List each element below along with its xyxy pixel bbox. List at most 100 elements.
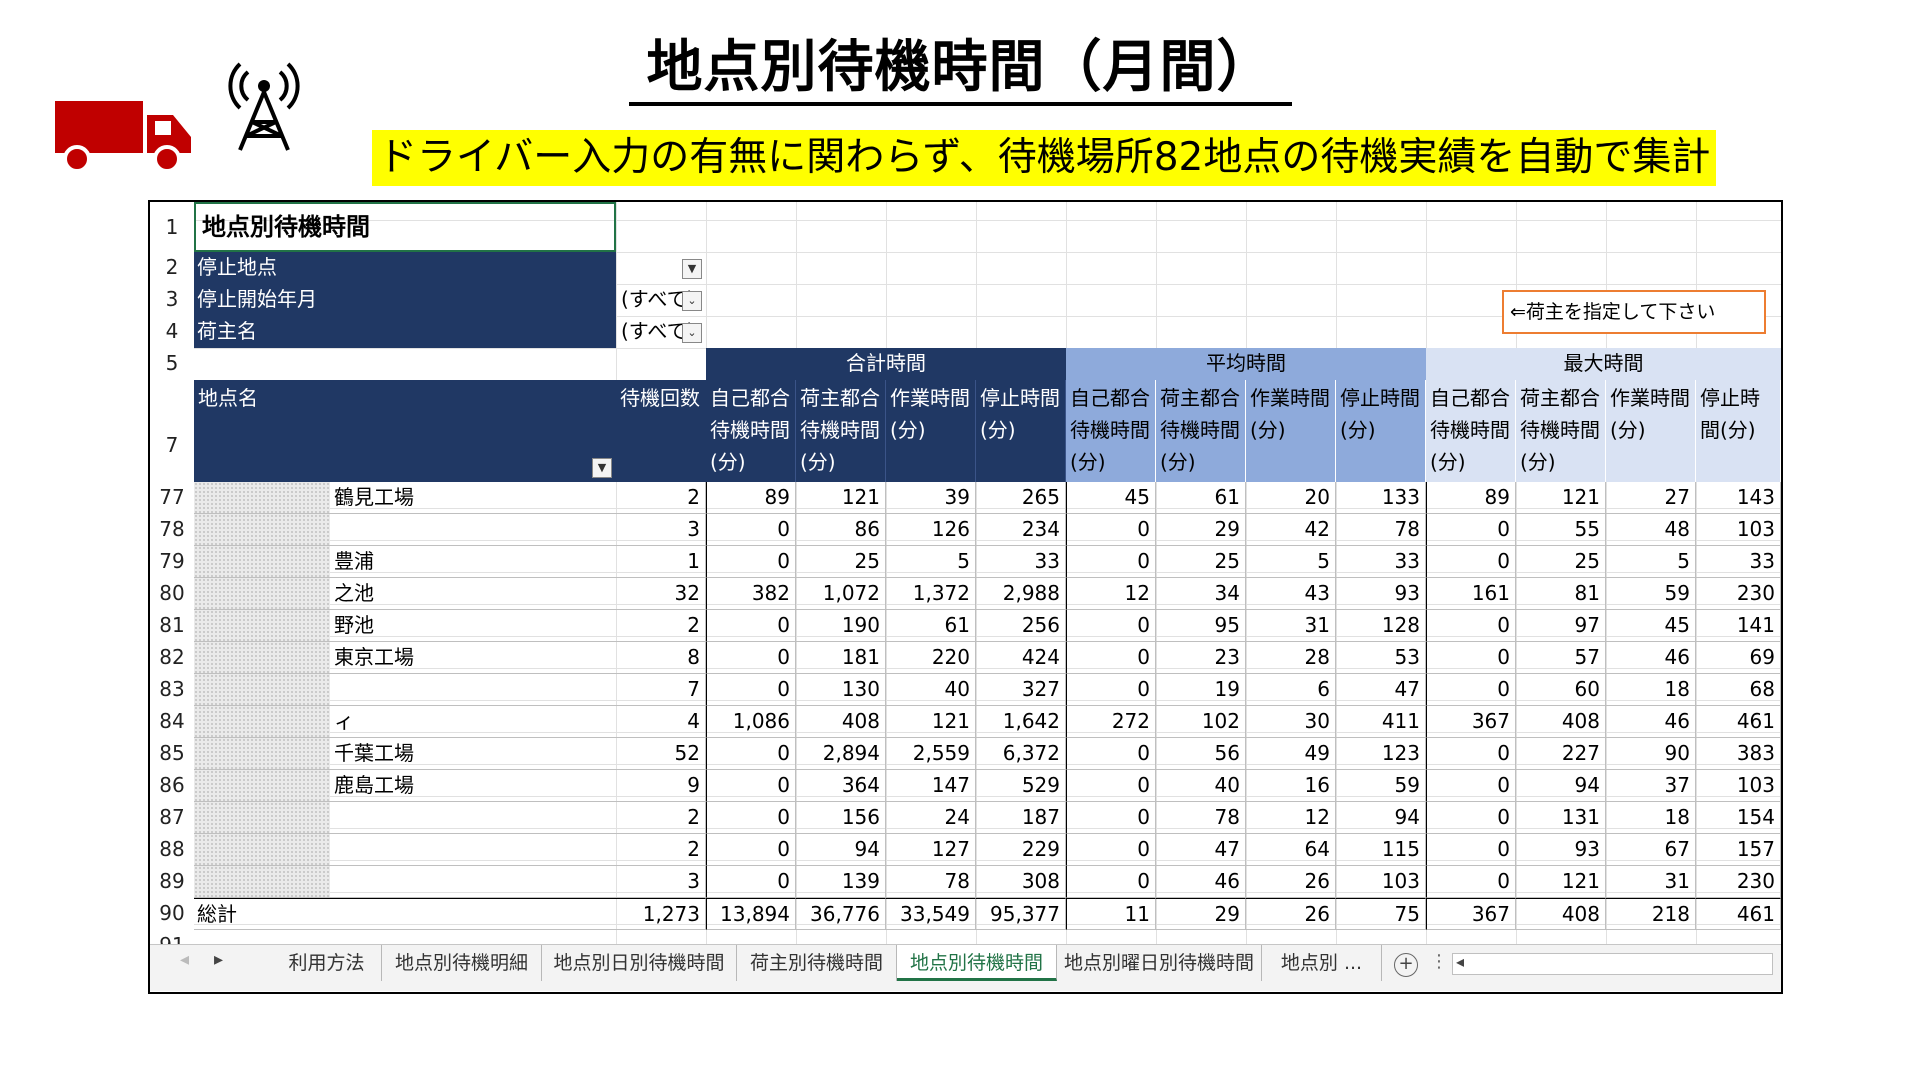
data-cell[interactable]: 2 bbox=[616, 802, 706, 834]
data-cell[interactable]: 102 bbox=[1156, 706, 1246, 738]
data-cell[interactable]: 93 bbox=[1516, 834, 1606, 866]
data-cell[interactable]: 30 bbox=[1246, 706, 1336, 738]
data-cell[interactable]: 46 bbox=[1156, 866, 1246, 898]
data-cell[interactable]: 0 bbox=[1066, 642, 1156, 674]
data-cell[interactable]: 89 bbox=[1426, 482, 1516, 514]
data-cell[interactable]: 128 bbox=[1336, 610, 1426, 642]
data-cell[interactable]: 29 bbox=[1156, 514, 1246, 546]
data-cell[interactable]: 220 bbox=[886, 642, 976, 674]
data-cell[interactable]: 26 bbox=[1246, 866, 1336, 898]
location-name-cell[interactable] bbox=[194, 802, 616, 834]
prev-sheet-arrow-icon[interactable]: ◂ bbox=[180, 949, 190, 970]
data-cell[interactable]: 6,372 bbox=[976, 738, 1066, 770]
data-cell[interactable]: 157 bbox=[1696, 834, 1781, 866]
data-cell[interactable]: 46 bbox=[1606, 642, 1696, 674]
data-cell[interactable]: 78 bbox=[1156, 802, 1246, 834]
data-cell[interactable]: 46 bbox=[1606, 706, 1696, 738]
data-cell[interactable]: 0 bbox=[706, 546, 796, 578]
sheet-tab[interactable]: 利用方法 bbox=[272, 945, 382, 981]
data-cell[interactable]: 25 bbox=[1156, 546, 1246, 578]
total-value-cell[interactable]: 367 bbox=[1426, 898, 1516, 930]
data-cell[interactable]: 139 bbox=[796, 866, 886, 898]
data-cell[interactable]: 127 bbox=[886, 834, 976, 866]
sheet-title-cell[interactable]: 地点別待機時間 bbox=[194, 202, 616, 252]
data-cell[interactable]: 95 bbox=[1156, 610, 1246, 642]
data-cell[interactable]: 1,372 bbox=[886, 578, 976, 610]
data-cell[interactable]: 529 bbox=[976, 770, 1066, 802]
data-cell[interactable]: 133 bbox=[1336, 482, 1426, 514]
sheet-tab[interactable]: 地点別待機明細 bbox=[382, 945, 542, 981]
data-cell[interactable]: 0 bbox=[1066, 674, 1156, 706]
data-cell[interactable]: 48 bbox=[1606, 514, 1696, 546]
data-cell[interactable]: 130 bbox=[796, 674, 886, 706]
data-cell[interactable]: 0 bbox=[1426, 738, 1516, 770]
total-value-cell[interactable]: 29 bbox=[1156, 898, 1246, 930]
data-cell[interactable]: 37 bbox=[1606, 770, 1696, 802]
data-cell[interactable]: 103 bbox=[1336, 866, 1426, 898]
data-cell[interactable]: 78 bbox=[886, 866, 976, 898]
total-value-cell[interactable]: 26 bbox=[1246, 898, 1336, 930]
dropdown-icon[interactable]: ⌄ bbox=[682, 291, 702, 311]
data-cell[interactable]: 19 bbox=[1156, 674, 1246, 706]
grand-total-label[interactable]: 総計 bbox=[194, 898, 616, 930]
total-value-cell[interactable]: 218 bbox=[1606, 898, 1696, 930]
data-cell[interactable]: 2,894 bbox=[796, 738, 886, 770]
data-cell[interactable]: 4 bbox=[616, 706, 706, 738]
horizontal-scrollbar[interactable]: ◂ bbox=[1452, 952, 1773, 975]
data-cell[interactable]: 27 bbox=[1606, 482, 1696, 514]
data-cell[interactable]: 161 bbox=[1426, 578, 1516, 610]
total-value-cell[interactable]: 1,273 bbox=[616, 898, 706, 930]
data-cell[interactable]: 68 bbox=[1696, 674, 1781, 706]
filter-icon[interactable]: ▼ bbox=[682, 259, 702, 279]
data-cell[interactable]: 40 bbox=[1156, 770, 1246, 802]
data-cell[interactable]: 67 bbox=[1606, 834, 1696, 866]
data-cell[interactable]: 0 bbox=[706, 738, 796, 770]
data-cell[interactable]: 94 bbox=[1516, 770, 1606, 802]
data-cell[interactable]: 42 bbox=[1246, 514, 1336, 546]
data-cell[interactable]: 131 bbox=[1516, 802, 1606, 834]
location-name-cell[interactable]: ィ bbox=[194, 706, 616, 738]
data-cell[interactable]: 33 bbox=[976, 546, 1066, 578]
location-name-cell[interactable]: 千葉工場 bbox=[194, 738, 616, 770]
data-cell[interactable]: 0 bbox=[1426, 610, 1516, 642]
location-name-cell[interactable]: 東京工場 bbox=[194, 642, 616, 674]
sheet-tab[interactable]: 地点別日別待機時間 bbox=[542, 945, 737, 981]
data-cell[interactable]: 230 bbox=[1696, 578, 1781, 610]
data-cell[interactable]: 0 bbox=[1426, 514, 1516, 546]
data-cell[interactable]: 121 bbox=[796, 482, 886, 514]
data-cell[interactable]: 20 bbox=[1246, 482, 1336, 514]
location-name-cell[interactable] bbox=[194, 514, 616, 546]
data-cell[interactable]: 408 bbox=[1516, 706, 1606, 738]
data-cell[interactable]: 8 bbox=[616, 642, 706, 674]
data-cell[interactable]: 121 bbox=[886, 706, 976, 738]
data-cell[interactable]: 45 bbox=[1606, 610, 1696, 642]
data-cell[interactable]: 0 bbox=[1066, 738, 1156, 770]
data-cell[interactable]: 5 bbox=[1246, 546, 1336, 578]
location-name-cell[interactable]: 豊浦 bbox=[194, 546, 616, 578]
data-cell[interactable]: 61 bbox=[1156, 482, 1246, 514]
data-cell[interactable]: 6 bbox=[1246, 674, 1336, 706]
data-cell[interactable]: 461 bbox=[1696, 706, 1781, 738]
data-cell[interactable]: 0 bbox=[1066, 546, 1156, 578]
data-cell[interactable]: 64 bbox=[1246, 834, 1336, 866]
data-cell[interactable]: 3 bbox=[616, 514, 706, 546]
data-cell[interactable]: 93 bbox=[1336, 578, 1426, 610]
data-cell[interactable]: 230 bbox=[1696, 866, 1781, 898]
total-value-cell[interactable]: 95,377 bbox=[976, 898, 1066, 930]
location-name-cell[interactable] bbox=[194, 866, 616, 898]
data-cell[interactable]: 52 bbox=[616, 738, 706, 770]
location-name-cell[interactable]: 之池 bbox=[194, 578, 616, 610]
data-cell[interactable]: 141 bbox=[1696, 610, 1781, 642]
location-name-cell[interactable] bbox=[194, 674, 616, 706]
data-cell[interactable]: 55 bbox=[1516, 514, 1606, 546]
data-cell[interactable]: 2,559 bbox=[886, 738, 976, 770]
data-cell[interactable]: 0 bbox=[1426, 770, 1516, 802]
data-cell[interactable]: 0 bbox=[1426, 866, 1516, 898]
sheet-tab[interactable]: 地点別待機時間 bbox=[897, 945, 1057, 981]
location-name-cell[interactable]: 鶴見工場 bbox=[194, 482, 616, 514]
data-cell[interactable]: 2,988 bbox=[976, 578, 1066, 610]
data-cell[interactable]: 5 bbox=[886, 546, 976, 578]
data-cell[interactable]: 256 bbox=[976, 610, 1066, 642]
data-cell[interactable]: 0 bbox=[1066, 514, 1156, 546]
location-name-cell[interactable]: 鹿島工場 bbox=[194, 770, 616, 802]
